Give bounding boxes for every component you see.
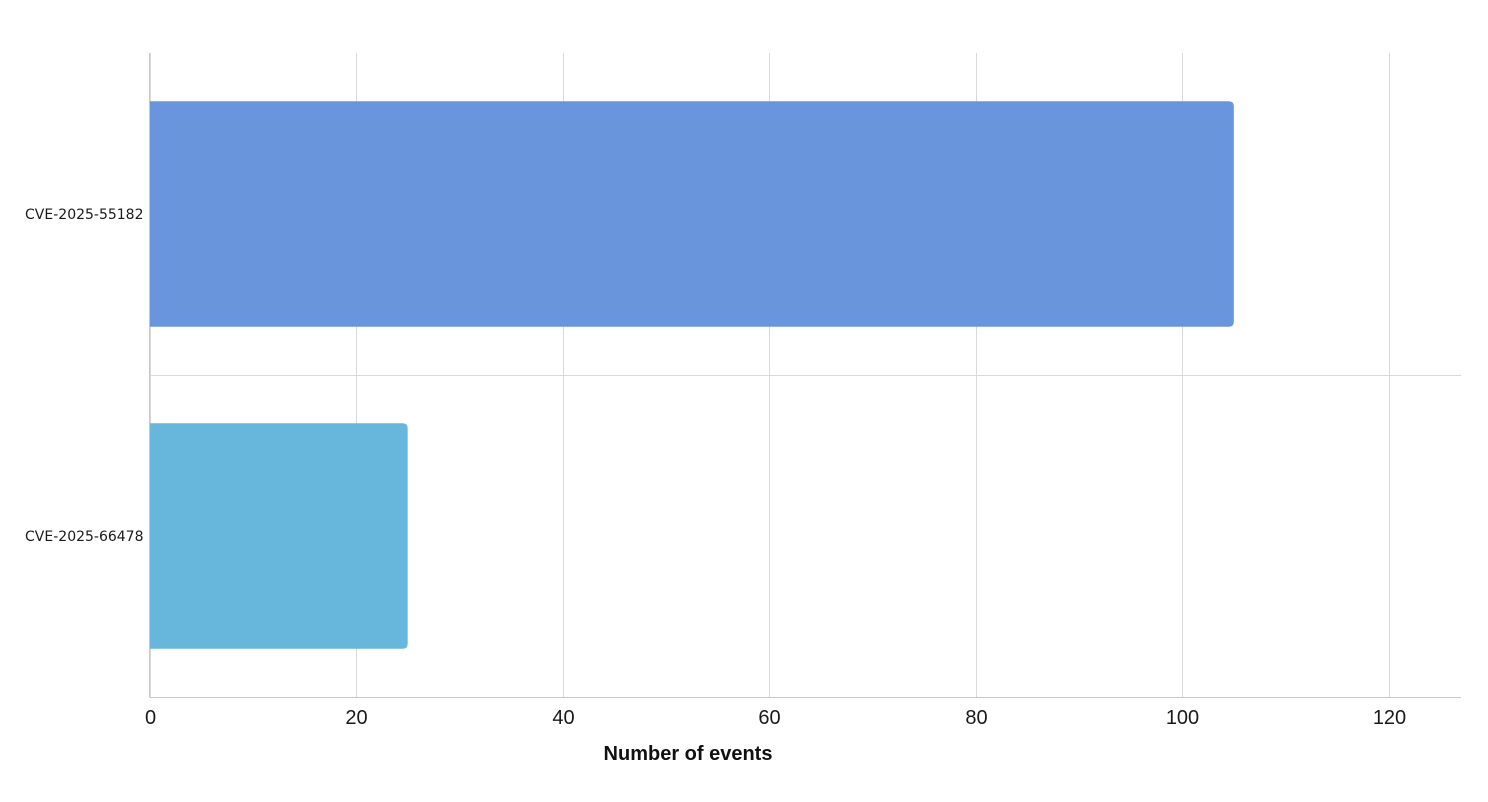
bar-CVE-2025-55182 (149, 101, 1234, 327)
axes (149, 53, 1461, 698)
y-tick-label-CVE-2025-55182: CVE-2025-55182 (25, 207, 143, 223)
bar-CVE-2025-66478 (149, 423, 408, 649)
x-tick-label-20: 20 (345, 707, 367, 729)
x-tick-label-40: 40 (552, 707, 574, 729)
x-tick-label-0: 0 (145, 707, 156, 729)
x-tick-label-120: 120 (1373, 707, 1406, 729)
x-axis-title: Number of events (604, 743, 773, 765)
labels: 0 20 40 60 80 100 120 CVE-2025-55182 CVE-2025-66… (25, 207, 1406, 729)
bars (149, 101, 1234, 649)
x-tick-label-80: 80 (965, 707, 987, 729)
x-tick-label-100: 100 (1166, 707, 1199, 729)
x-tick-label-60: 60 (758, 707, 780, 729)
y-tick-label-CVE-2025-66478: CVE-2025-66478 (25, 529, 143, 545)
